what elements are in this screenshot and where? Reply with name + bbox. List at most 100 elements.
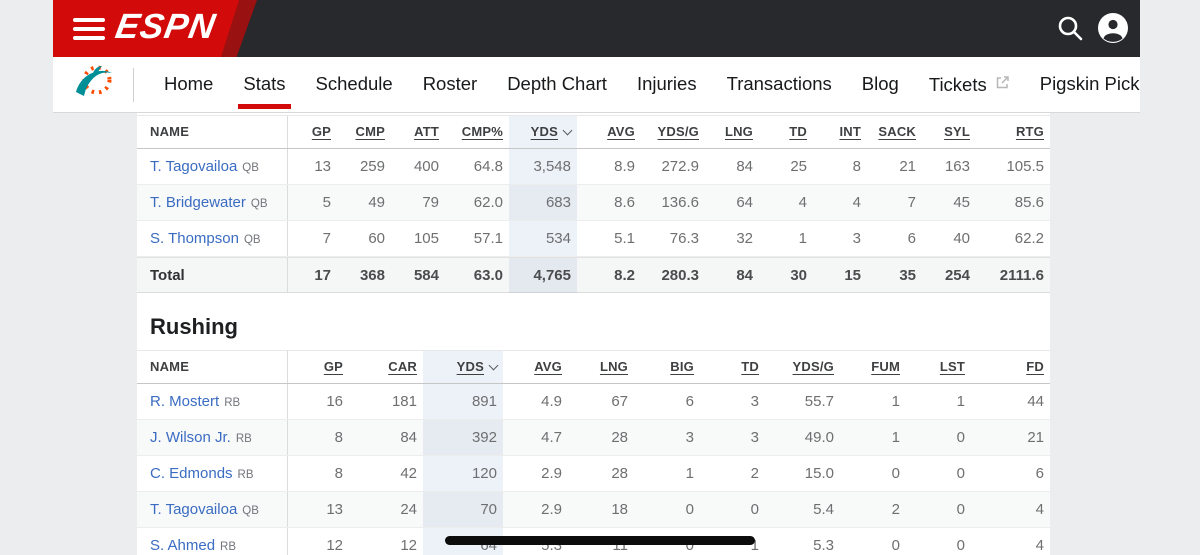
nav-item-pigskin-pickem[interactable]: Pigskin Pick'em — [1039, 72, 1140, 94]
column-header-td[interactable]: TD — [741, 359, 759, 374]
nav-item-home[interactable]: Home — [164, 72, 214, 94]
stat-cell: 35 — [899, 267, 916, 284]
player-name-cell: S. Thompson QB — [137, 221, 287, 256]
column-header-lng[interactable]: LNG — [599, 359, 628, 374]
stat-cell: 12 — [287, 528, 349, 555]
stat-cell: 84 — [400, 429, 417, 446]
stat-cell: 2111.6 — [999, 267, 1044, 284]
stat-cell: 3 — [750, 393, 759, 410]
stat-cell: 62.2 — [1014, 230, 1044, 247]
player-link[interactable]: R. Mostert — [150, 393, 220, 410]
column-header-car[interactable]: CAR — [388, 359, 417, 374]
player-name-cell: J. Wilson Jr. RB — [137, 420, 287, 455]
dolphins-logo[interactable] — [71, 59, 117, 110]
column-header-cmppct[interactable]: CMP% — [461, 124, 503, 139]
hamburger-menu-icon[interactable] — [73, 18, 105, 40]
column-header-syl[interactable]: SYL — [944, 124, 970, 139]
stats-content: NAME GP CMP ATT CMP% YDS AVG YDS/G LNG T… — [137, 113, 1050, 555]
column-header-yds-sorted[interactable]: YDS — [423, 351, 503, 383]
column-header-fum[interactable]: FUM — [871, 359, 900, 374]
espn-logo[interactable]: ESPN — [112, 7, 219, 46]
column-header-fd[interactable]: FD — [1026, 359, 1044, 374]
column-header-lst[interactable]: LST — [939, 359, 965, 374]
player-position: QB — [242, 505, 259, 517]
player-link[interactable]: J. Wilson Jr. — [150, 429, 231, 446]
stat-cell: 4.9 — [541, 393, 562, 410]
nav-divider — [133, 67, 134, 102]
column-header-avg[interactable]: AVG — [534, 359, 562, 374]
column-header-cmp[interactable]: CMP — [355, 124, 385, 139]
player-link[interactable]: C. Edmonds — [150, 465, 233, 482]
stat-cell: 60 — [368, 230, 385, 247]
player-row: C. Edmonds RB 8 42 120 2.9 28 1 2 15.0 0 … — [137, 456, 1050, 492]
stat-cell: 0 — [685, 501, 694, 518]
passing-table-header: NAME GP CMP ATT CMP% YDS AVG YDS/G LNG T… — [137, 116, 1050, 149]
stat-cell: 8 — [852, 158, 861, 175]
nav-item-transactions[interactable]: Transactions — [726, 72, 832, 94]
stat-cell: 4 — [1035, 501, 1044, 518]
stat-cell: 32 — [736, 230, 753, 247]
stat-cell: 1 — [891, 393, 900, 410]
stat-cell: 1 — [685, 465, 694, 482]
nav-item-blog[interactable]: Blog — [861, 72, 899, 94]
stat-cell: 163 — [944, 158, 970, 175]
stat-cell: 272.9 — [661, 158, 699, 175]
stat-cell: 40 — [953, 230, 970, 247]
rushing-section-title: Rushing — [150, 314, 238, 339]
profile-icon[interactable] — [1098, 13, 1128, 48]
stat-cell: 21 — [1027, 429, 1044, 446]
stat-cell: 105 — [413, 230, 439, 247]
passing-total-row: Total 17 368 584 63.0 4,765 8.2 280.3 84… — [137, 257, 1050, 293]
player-link[interactable]: S. Ahmed — [150, 537, 216, 554]
column-header-td[interactable]: TD — [789, 124, 807, 139]
scroll-indicator-bar — [445, 536, 755, 545]
player-link[interactable]: T. Tagovailoa — [150, 158, 238, 175]
stat-cell: 4,765 — [509, 258, 577, 293]
column-header-gp[interactable]: GP — [287, 116, 337, 148]
stat-cell: 368 — [359, 267, 385, 284]
stat-cell: 1 — [956, 393, 965, 410]
stat-cell: 15.0 — [804, 465, 834, 482]
column-header-big[interactable]: BIG — [670, 359, 694, 374]
stat-cell: 28 — [611, 429, 628, 446]
stat-cell: 2.9 — [541, 501, 562, 518]
nav-item-depth-chart[interactable]: Depth Chart — [507, 72, 607, 94]
column-header-ydsg[interactable]: YDS/G — [657, 124, 699, 139]
column-header-gp[interactable]: GP — [287, 351, 349, 383]
player-position: QB — [242, 162, 259, 174]
player-row: J. Wilson Jr. RB 8 84 392 4.7 28 3 3 49.0… — [137, 420, 1050, 456]
player-row: S. Thompson QB 7 60 105 57.1 534 5.1 76.3… — [137, 221, 1050, 257]
team-nav-bar: Home Stats Schedule Roster Depth Chart I… — [53, 57, 1140, 113]
column-header-int[interactable]: INT — [839, 124, 861, 139]
stat-cell: 21 — [899, 158, 916, 175]
player-row: T. Tagovailoa QB 13 24 70 2.9 18 0 0 5.4 … — [137, 492, 1050, 528]
column-header-ydsg[interactable]: YDS/G — [792, 359, 834, 374]
player-link[interactable]: S. Thompson — [150, 230, 239, 247]
nav-item-schedule[interactable]: Schedule — [315, 72, 393, 94]
stat-cell: 136.6 — [661, 194, 699, 211]
nav-item-roster[interactable]: Roster — [422, 72, 478, 94]
column-header-lng[interactable]: LNG — [724, 124, 753, 139]
player-name-cell: T. Bridgewater QB — [137, 185, 287, 220]
player-link[interactable]: T. Bridgewater — [150, 194, 246, 211]
column-header-name: NAME — [150, 124, 190, 139]
player-row: T. Bridgewater QB 5 49 79 62.0 683 8.6 13… — [137, 185, 1050, 221]
stat-cell: 6 — [685, 393, 694, 410]
player-link[interactable]: T. Tagovailoa — [150, 501, 238, 518]
nav-item-tickets[interactable]: Tickets — [929, 57, 1010, 112]
stat-cell: 5.1 — [614, 230, 635, 247]
app-header: ESPN — [53, 0, 1140, 57]
column-header-att[interactable]: ATT — [414, 124, 439, 139]
stat-cell: 3,548 — [509, 149, 577, 184]
stat-cell: 64.8 — [473, 158, 503, 175]
stat-cell: 15 — [844, 267, 861, 284]
column-header-sack[interactable]: SACK — [878, 124, 916, 139]
nav-item-stats[interactable]: Stats — [238, 57, 291, 112]
column-header-yds-sorted[interactable]: YDS — [509, 116, 577, 148]
column-header-avg[interactable]: AVG — [607, 124, 635, 139]
column-header-rtg[interactable]: RTG — [1015, 124, 1044, 139]
search-icon[interactable] — [1056, 14, 1084, 47]
stat-cell: 8.9 — [614, 158, 635, 175]
nav-item-injuries[interactable]: Injuries — [636, 72, 697, 94]
